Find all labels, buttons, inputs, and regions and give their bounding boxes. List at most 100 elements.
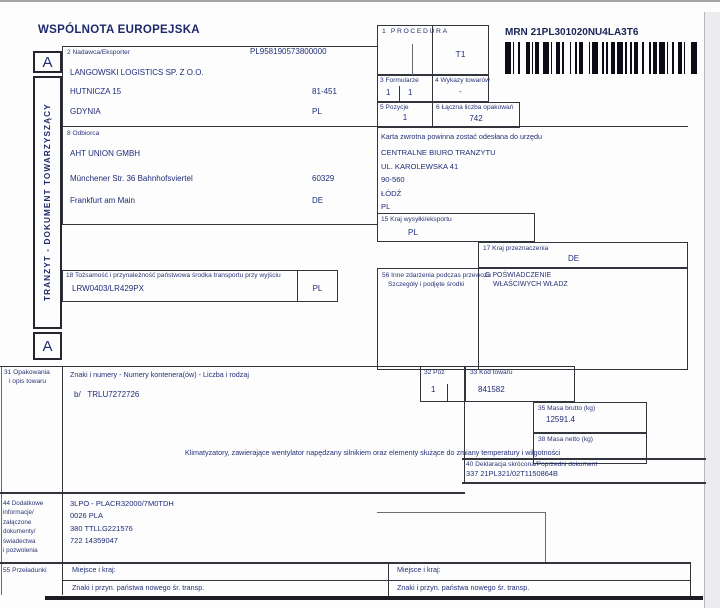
consignee-country: DE (312, 196, 324, 205)
transport-identity-divider (297, 270, 298, 302)
commodity-code-value: 841582 (478, 385, 505, 394)
sidebar-a-bottom-letter: A (42, 337, 53, 355)
dispatch-country-value: PL (408, 228, 418, 237)
procedure-value: T1 (455, 49, 466, 59)
community-title: WSPÓLNOTA EUROPEJSKA (38, 24, 200, 36)
sidebar-a-top-letter: A (42, 53, 53, 71)
return-office-note: Karta zwrotna powinna zostać odesłana do… (381, 132, 543, 141)
destination-country-label: 17 Kraj przeznaczenia (483, 245, 549, 252)
consignor-postal: 81-451 (312, 87, 337, 96)
docs-label-line: informacje/ (3, 509, 34, 517)
forms-value-1: 1 (386, 88, 391, 97)
goods-description: Klimatyzatory, zawierające wentylator na… (185, 448, 561, 457)
loading-lists-box (432, 75, 489, 102)
mrn-line: MRN 21PL301020NU4LA3T6 (505, 27, 638, 38)
loading-lists-label: 4 Wykazy towarów (435, 77, 490, 84)
scan-bottom-edge (45, 596, 703, 600)
scan-right-edge (704, 12, 720, 608)
docs-label-line: załączone (3, 518, 32, 526)
consignor-city: GDYNIA (70, 107, 101, 116)
docs-label-line: i pozwolenia (3, 547, 38, 555)
mid-right-vline (545, 512, 546, 562)
docs-label-line: 44 Dodatkowe (3, 500, 44, 507)
consignee-postal: 60329 (312, 174, 335, 183)
net-mass-box (533, 433, 647, 464)
transship-right-edge (690, 562, 691, 596)
return-office-line: CENTRALNE BIURO TRANZYTU (381, 148, 496, 157)
transport-identity-box (62, 270, 338, 302)
marks-header: Znaki i numery - Numery kontenera(ów) - … (70, 370, 249, 379)
procedure-label: 1 PROCEDURA (382, 28, 449, 35)
packages-total-value: 742 (469, 114, 483, 123)
transport-identity-country: PL (312, 284, 323, 293)
docs-content: 3LPO - PLACR32000/7M0TDH 0026 PLA 380 TT… (70, 498, 174, 548)
consignee-city: Frankfurt am Main (70, 196, 135, 205)
procedure-divider (432, 25, 433, 75)
gross-mass-value: 12591.4 (546, 415, 575, 424)
dispatch-country-label: 15 Kraj wysyłki/eksportu (381, 216, 452, 223)
incidents-label: 56 Inne zdarzenia podczas przewozu (382, 272, 491, 279)
forms-value-2: 1 (408, 88, 413, 97)
docs-content-line: 380 TTLLG221576 (70, 523, 133, 533)
marks-prefix: b/ (74, 390, 81, 399)
transport-identity-value: LRW0403/LR429PX (72, 284, 144, 293)
item-number-label: 32 Poz (424, 369, 445, 376)
sidebar-a-bottom-box (33, 332, 62, 360)
commodity-code-label: 33 Kod towaru (470, 369, 513, 376)
procedure-box (377, 25, 489, 75)
docs-content-line: 3LPO - PLACR32000/7M0TDH (70, 499, 174, 508)
packages-total-box (432, 102, 520, 128)
consignor-country: PL (312, 107, 322, 116)
docs-content-line: 0026 PLA (70, 511, 103, 521)
incidents-box (377, 268, 688, 370)
prevdoc-value: 337 21PL321/02T1150864B (466, 469, 558, 478)
goods-column-line (62, 366, 63, 595)
incidents-sublabel: Szczegóły i podjęte środki (388, 281, 465, 288)
transship-place-right: Miejsce i kraj: (397, 565, 441, 574)
mrn-label: MRN (505, 27, 528, 38)
item-number-box (420, 366, 465, 402)
mrn-value: 21PL301020NU4LA3T6 (530, 27, 639, 38)
items-label: 5 Pozycje (380, 104, 409, 111)
docs-label-block: 44 Dodatkowe informacje/ załączone dokum… (3, 499, 43, 555)
sidebar-title-box (33, 76, 62, 329)
sidebar-title: TRANZYT - DOKUMENT TOWARZYSZĄCY (43, 103, 52, 302)
transship-label: 55 Przeładunki (3, 567, 47, 574)
prevdoc-top-line (462, 458, 706, 460)
office-left-line (377, 128, 378, 213)
net-mass-label: 38 Masa netto (kg) (538, 436, 593, 443)
consignee-name: AHT UNION GMBH (70, 149, 141, 158)
docs-top-line (0, 492, 465, 494)
goods-top-line (0, 366, 575, 367)
transport-identity-label: 18 Tożsamość i przynależność państwowa ś… (66, 272, 281, 279)
items-value: 1 (402, 113, 408, 122)
gross-mass-label: 35 Masa brutto (kg) (538, 405, 596, 412)
transship-mid-line (62, 580, 690, 581)
incidents-divider (478, 268, 479, 370)
goods-label-line1: 31 Opakowania (4, 369, 50, 376)
transship-col-divider (388, 562, 389, 596)
certification-label: G POŚWIADCZENIE (485, 272, 552, 279)
commodity-code-box (465, 366, 575, 402)
destination-country-box (478, 242, 688, 268)
return-office-line: ŁÓDŹ (381, 188, 402, 198)
container-number: TRLU7272726 (87, 390, 140, 399)
transship-transport-right: Znaki i przyn. państwa nowego śr. transp… (397, 583, 530, 592)
marks-value: b/ TRLU7272726 (74, 390, 140, 400)
consignor-consignee-divider (62, 126, 378, 127)
return-office-line: 90-560 (381, 175, 405, 185)
sidebar-a-top-box (33, 51, 62, 73)
consignor-eori: PL958190573800000 (250, 47, 327, 56)
docs-label-line: świadectwa (3, 537, 36, 545)
mid-right-hline (377, 512, 545, 513)
goods-label-line2: i opis towaru (9, 378, 47, 385)
scan-top-edge (0, 0, 720, 2)
procedure-subdivider (412, 44, 413, 75)
item-number-value: 1 (431, 385, 436, 394)
prevdoc-bottom-line (462, 482, 706, 484)
dispatch-country-box (377, 213, 535, 242)
consignor-label: 2 Nadawca/Eksporter (67, 49, 131, 56)
certification-sublabel: WŁAŚCIWYCH WŁADZ (493, 281, 568, 288)
packages-total-label: 6 Łączna liczba opakowań (436, 104, 514, 111)
